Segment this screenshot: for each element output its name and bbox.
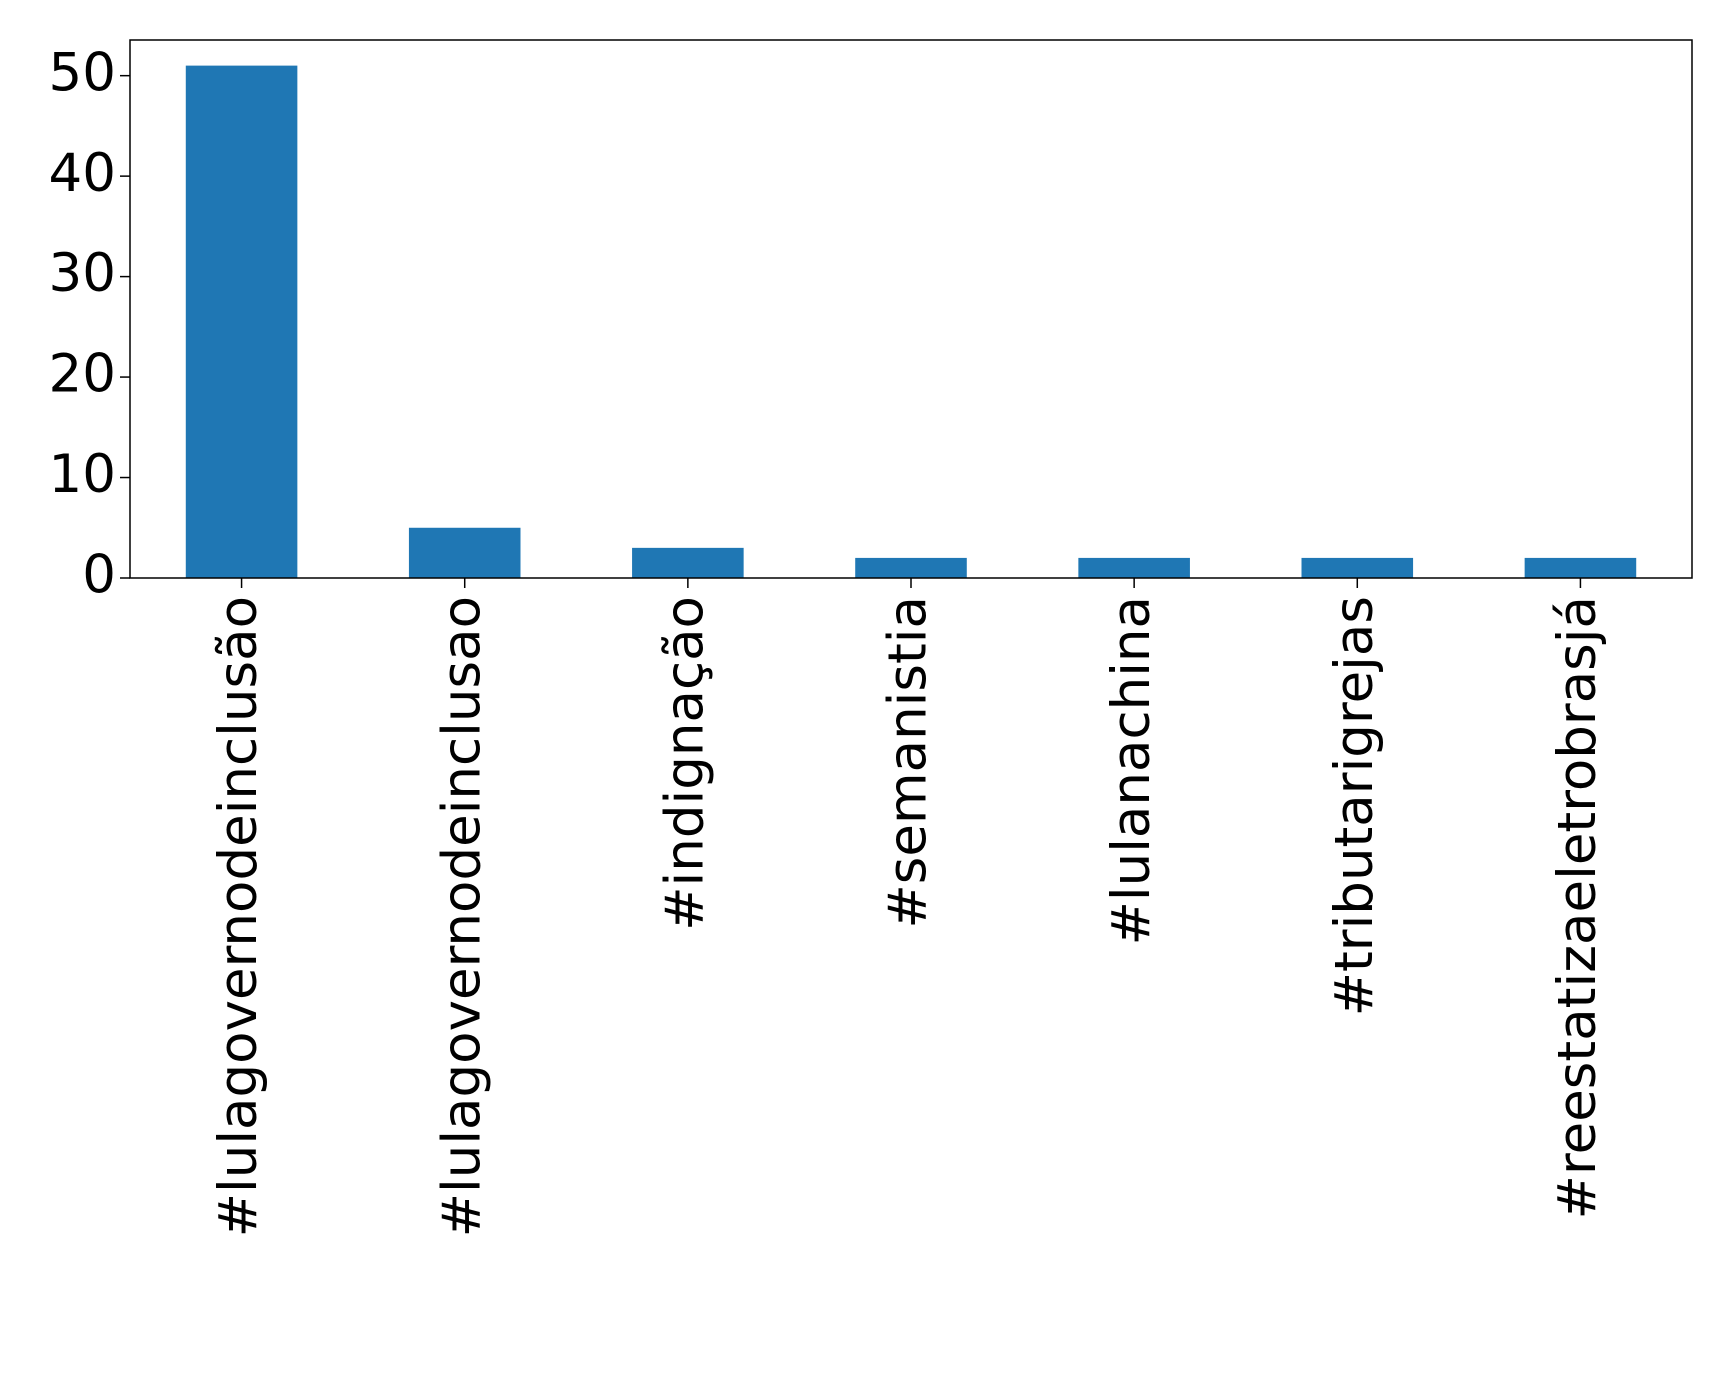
- bar: [1301, 557, 1414, 578]
- x-tick-label: #indignação: [654, 596, 715, 931]
- y-tick-label: 40: [49, 143, 116, 204]
- x-tick-label: #tributarigrejas: [1324, 596, 1385, 1016]
- y-tick-label: 20: [49, 344, 116, 405]
- plot-frame: [129, 39, 1693, 579]
- bar: [855, 557, 967, 578]
- bar: [1524, 557, 1637, 578]
- y-tick-label: 0: [82, 545, 116, 606]
- bar: [1078, 557, 1190, 578]
- bar: [408, 527, 521, 578]
- x-tick-label: #lulagovernodeinclusão: [208, 596, 269, 1237]
- y-tick-label: 10: [49, 444, 116, 505]
- bar: [632, 547, 744, 578]
- x-tick-label: #lulanachina: [1101, 596, 1162, 946]
- y-tick-label: 30: [49, 243, 116, 304]
- bar: [185, 65, 298, 579]
- x-tick-label: #semanistia: [878, 596, 939, 929]
- y-tick-label: 50: [49, 42, 116, 103]
- x-tick-label: #reestatizaeletrobrasjá: [1547, 596, 1608, 1219]
- x-tick-label: #lulagovernodeinclusao: [431, 596, 492, 1237]
